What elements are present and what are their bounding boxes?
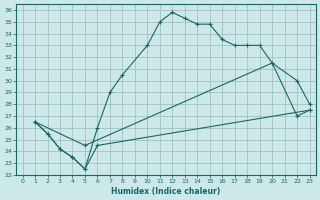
X-axis label: Humidex (Indice chaleur): Humidex (Indice chaleur)	[111, 187, 221, 196]
